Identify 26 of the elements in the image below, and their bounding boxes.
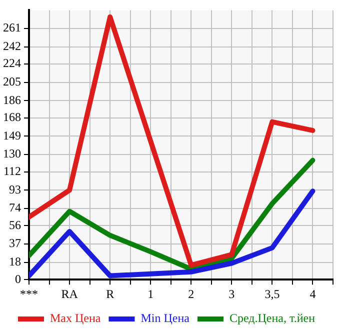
x-tick-label: 2 [188,286,194,301]
x-tick-label: 4 [310,286,316,301]
y-tick-label: 186 [3,92,21,107]
x-tick-label: RA [61,286,78,301]
y-tick-label: 130 [3,146,21,161]
y-tick-label: 149 [3,128,21,142]
y-tick-label: 168 [3,110,21,124]
y-tick-label: 56 [9,218,21,232]
y-tick-label: 0 [15,272,21,286]
legend-label: Max Цена [50,311,102,326]
y-tick-label: 37 [9,236,21,250]
x-tick-label: 3 [228,286,235,301]
x-tick-label: R [106,286,114,301]
x-tick-label: *** [20,286,38,301]
y-tick-label: 205 [3,74,21,89]
legend-label: Min Цена [140,311,190,326]
y-tick-label: 93 [9,182,21,196]
y-tick-label: 261 [3,20,21,35]
y-tick-label: 74 [9,200,21,215]
legend-label: Сред.Цена, т.йен [229,311,316,326]
y-tick-label: 242 [3,38,21,53]
y-tick-label: 112 [3,164,21,178]
y-tick-label: 224 [3,56,21,70]
x-tick-label: 3,5 [264,286,280,301]
y-tick-label: 18 [9,254,21,268]
x-tick-label: 1 [148,286,154,301]
